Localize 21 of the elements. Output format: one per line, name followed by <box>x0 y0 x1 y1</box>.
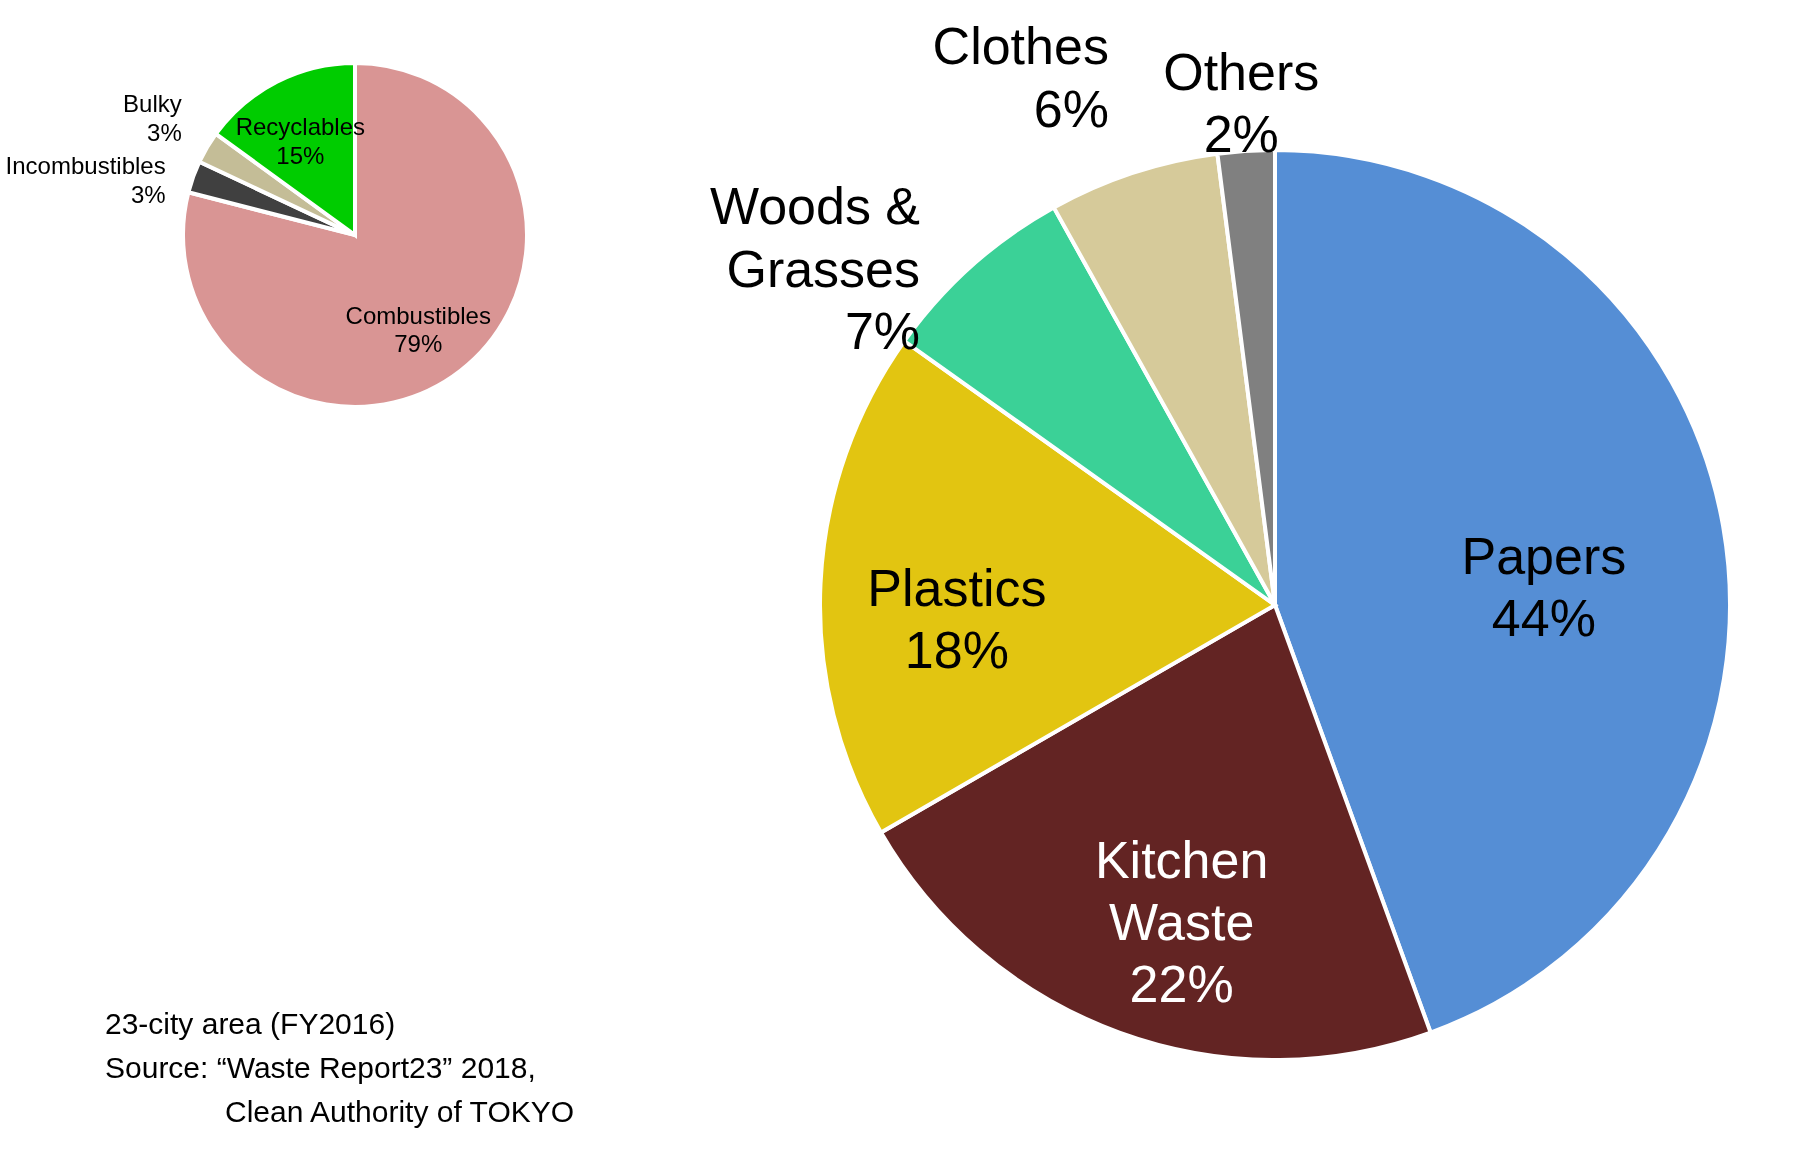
data-label: 3% <box>130 180 166 208</box>
text: 23-city area (FY2016) <box>105 1007 396 1040</box>
source-note: Source: “Waste Report23” 2018, Clean Authority of TOKYO <box>105 1051 575 1128</box>
data-label: 2% <box>1203 105 1279 164</box>
data-label: 44% <box>1491 588 1596 647</box>
slice-label: Woods & Grasses <box>710 177 921 298</box>
slice-label: Incombustibles <box>5 151 166 179</box>
slice-label: Papers <box>1461 526 1627 585</box>
data-label: 79% <box>394 330 443 358</box>
slice-label: Kitchen Waste <box>1094 830 1269 951</box>
data-label: 18% <box>904 621 1009 680</box>
data-label: 15% <box>276 141 325 169</box>
slice-label: Others <box>1163 42 1320 101</box>
data-label: 6% <box>1033 79 1109 138</box>
data-label: 3% <box>147 119 182 147</box>
slice-label: Bulky <box>123 90 182 118</box>
data-label: 22% <box>1129 955 1234 1014</box>
slice-label: Plastics <box>867 558 1047 617</box>
slice-label: Combustibles <box>345 301 491 329</box>
slice-label: Clothes <box>932 17 1109 76</box>
data-label: 7% <box>844 302 921 361</box>
